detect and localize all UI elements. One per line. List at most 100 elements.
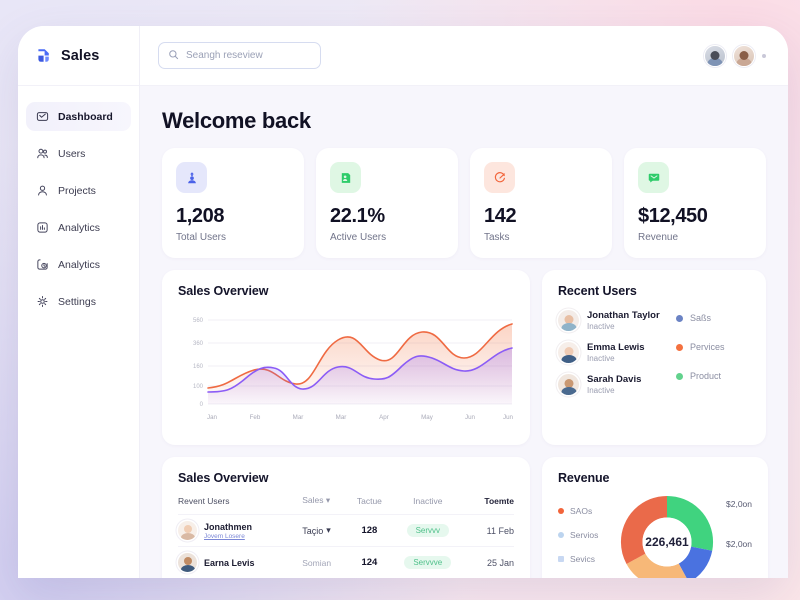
sidebar-item-settings[interactable]: Settings xyxy=(26,287,131,316)
row-count: 128 xyxy=(361,525,378,536)
stat-cards: 1,208 Total Users 22.1% Active Users xyxy=(162,148,766,258)
sidebar: Sales Dashboard xyxy=(18,26,140,578)
sidebar-item-label: Analytics xyxy=(58,221,101,234)
column-header-inactive: Inactive xyxy=(413,495,443,506)
svg-text:Jan: Jan xyxy=(207,414,218,421)
sidebar-item-users[interactable]: Users xyxy=(26,139,131,168)
user-card-icon xyxy=(330,162,361,193)
legend-label: SAOs xyxy=(570,506,593,516)
topbar xyxy=(140,26,788,86)
row-table-revenue: Sales Overview Revent Users Sales ▾ Tact… xyxy=(162,457,768,578)
svg-text:560: 560 xyxy=(193,318,204,324)
stat-label: Total Users xyxy=(176,232,227,243)
legend-dot-icon xyxy=(676,343,683,351)
sidebar-item-projects[interactable]: Projects xyxy=(26,176,131,205)
row-user-sublabel[interactable]: Jovem Losere xyxy=(204,532,245,540)
revenue-value-labels: $2,0on $2,0on xyxy=(726,499,752,578)
legend-label: Pervices xyxy=(690,342,725,352)
gear-icon xyxy=(36,295,49,308)
column-header-sales[interactable]: Sales ▾ xyxy=(302,495,349,515)
chevron-down-icon: ▾ xyxy=(325,495,331,505)
row-user-name: Jonathmen xyxy=(204,521,253,532)
list-item[interactable]: Emma Lewis Inactive xyxy=(558,342,672,363)
list-item[interactable]: Jonathan Taylor Inactive xyxy=(558,310,672,331)
panel-title: Recent Users xyxy=(558,284,637,298)
search-input[interactable] xyxy=(186,50,311,61)
recent-users-body: Jonathan Taylor Inactive Emma Lewis Inac… xyxy=(558,310,750,406)
panel-title: Sales Overview xyxy=(178,284,269,298)
target-icon xyxy=(484,162,515,193)
revenue-body: SAOs Servios Sevics xyxy=(558,493,752,578)
user-name: Jonathan Taylor xyxy=(587,310,660,321)
donut-slice-orange-light xyxy=(620,495,714,578)
revenue-legend: SAOs Servios Sevics xyxy=(558,506,618,578)
status-badge: Servvve xyxy=(404,556,452,569)
donut-slice-orange xyxy=(620,495,714,578)
svg-text:Jun: Jun xyxy=(503,414,514,421)
table-row[interactable]: Earna Levis Somian 124 xyxy=(178,546,514,578)
stat-card-revenue[interactable]: $12,450 Revenue xyxy=(624,148,766,258)
sales-table: Revent Users Sales ▾ Tactue Inactive Toe… xyxy=(178,495,514,578)
sales-overview-panel: Sales Overview xyxy=(162,270,530,445)
avatar-user-2[interactable] xyxy=(733,44,755,67)
user-icon xyxy=(36,184,49,197)
search-box[interactable] xyxy=(158,42,321,69)
cell-type[interactable]: Taçio ▾ xyxy=(302,514,350,547)
avatar xyxy=(178,521,197,540)
legend-label: Saßs xyxy=(690,313,712,323)
legend-dot-icon xyxy=(558,532,564,538)
revenue-value-label: $2,0on xyxy=(726,499,752,509)
brand[interactable]: Sales xyxy=(18,26,139,86)
recent-users-list: Jonathan Taylor Inactive Emma Lewis Inac… xyxy=(558,310,672,406)
topbar-actions xyxy=(704,44,766,67)
stat-card-active-users[interactable]: 22.1% Active Users xyxy=(316,148,458,258)
svg-text:100: 100 xyxy=(193,384,204,390)
legend-dot-icon xyxy=(676,314,683,322)
sidebar-item-label: Projects xyxy=(58,184,96,197)
stat-label: Active Users xyxy=(330,232,387,243)
avatar xyxy=(558,374,579,395)
sidebar-item-label: Settings xyxy=(58,295,96,308)
svg-text:May: May xyxy=(421,414,434,421)
legend-item: Product xyxy=(676,371,750,381)
user-status: Inactive xyxy=(587,354,615,363)
donut-center-value: 226,461 xyxy=(645,535,689,549)
column-header-toemte: Toemte xyxy=(484,495,514,506)
svg-text:0: 0 xyxy=(200,402,204,408)
sidebar-item-analytics-2[interactable]: Analytics xyxy=(26,250,131,279)
stat-card-tasks[interactable]: 142 Tasks xyxy=(470,148,612,258)
page-title: Welcome back xyxy=(162,108,311,133)
svg-text:Apr: Apr xyxy=(379,414,389,421)
cell-status: Servvve xyxy=(389,546,466,578)
cell-user: Earna Levis xyxy=(178,546,303,578)
svg-text:Mar: Mar xyxy=(293,414,304,421)
stat-value: 1,208 xyxy=(176,205,225,227)
legend-item: Sevics xyxy=(558,554,618,564)
sidebar-item-label: Dashboard xyxy=(58,110,113,123)
search-icon xyxy=(168,47,179,65)
chart-line-purple xyxy=(207,347,513,393)
brand-name: Sales xyxy=(61,47,100,64)
sidebar-item-dashboard[interactable]: Dashboard xyxy=(26,102,131,131)
column-header-users: Revent Users xyxy=(178,495,230,506)
row-type-label: Taçio xyxy=(302,525,324,536)
cell-count: 128 xyxy=(349,514,390,547)
stat-card-total-users[interactable]: 1,208 Total Users xyxy=(162,148,304,258)
clock-square-icon xyxy=(36,258,49,271)
avatar-user-1[interactable] xyxy=(704,44,726,67)
legend-label: Servios xyxy=(570,530,599,540)
panel-title: Sales Overview xyxy=(178,471,269,485)
list-item[interactable]: Sarah Davis Inactive xyxy=(558,374,672,395)
legend-dot-icon xyxy=(676,372,683,380)
table-row[interactable]: Jonathmen Jovem Losere Taçio ▾ xyxy=(178,514,514,547)
user-status: Inactive xyxy=(587,322,615,331)
avatar xyxy=(558,342,579,363)
more-options-icon[interactable] xyxy=(762,53,766,58)
legend-item: Pervices xyxy=(676,342,750,352)
main-area: Welcome back 1,208 Total Users xyxy=(140,26,788,578)
legend-label: Sevics xyxy=(570,554,596,564)
legend-item: SAOs xyxy=(558,506,618,516)
sidebar-item-label: Analytics xyxy=(58,258,101,271)
status-badge: Servvv xyxy=(406,524,450,537)
sidebar-item-analytics-1[interactable]: Analytics xyxy=(26,213,131,242)
